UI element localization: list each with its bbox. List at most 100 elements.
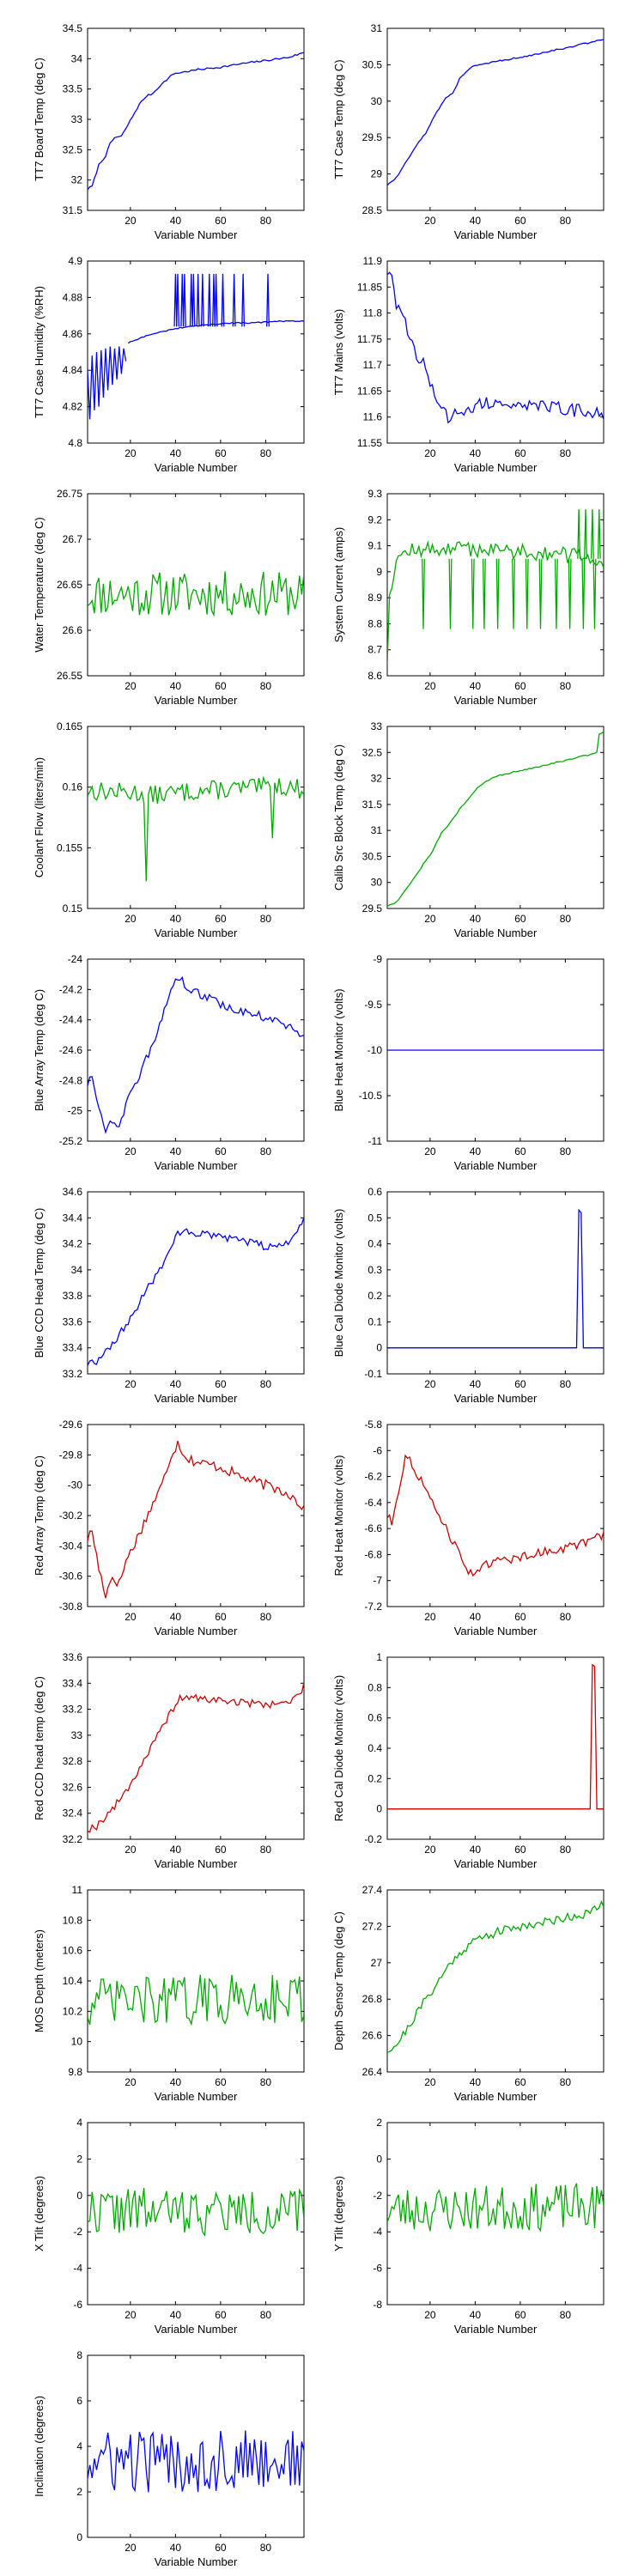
y-tick-label: 2 [76, 2486, 82, 2498]
y-tick-label: 26.75 [57, 488, 82, 500]
y-tick-label: -29.6 [59, 1419, 83, 1431]
y-tick-label: 32.5 [63, 143, 83, 155]
y-tick-label: 11.55 [357, 437, 382, 449]
plot-area [87, 1191, 305, 1375]
x-axis-label: Variable Number [155, 461, 238, 474]
chart-panel-18: 26.4 26.6 26.8 27 27.2 27.4 20 40 60 80 Variable N… [332, 1884, 605, 2103]
series-spike [495, 558, 500, 629]
series-line [88, 1440, 304, 1599]
x-tick-label: 60 [215, 680, 227, 692]
y-tick-label: 26.65 [57, 579, 82, 591]
plot-area [386, 2122, 605, 2306]
y-tick-label: 26.8 [362, 1993, 383, 2005]
chart-panel-3: 4.8 4.82 4.84 4.86 4.88 4.9 20 40 60 80 Variable N… [33, 255, 305, 474]
y-tick-label: 33 [71, 1729, 83, 1741]
y-tick-label: 33 [371, 720, 383, 732]
y-tick-label: 2 [76, 2153, 82, 2165]
y-axis-label: MOS Depth (meters) [33, 1929, 46, 2032]
chart-panel-15: 32.2 32.4 32.6 32.8 33 33.2 33.4 33.6 20 40 60 80 Va… [33, 1651, 305, 1870]
y-tick-label: -6.4 [364, 1497, 382, 1509]
y-tick-label: -2 [373, 2190, 382, 2202]
x-tick-label: 40 [170, 447, 182, 459]
y-tick-label: 11 [72, 1884, 83, 1896]
y-tick-label: 8.9 [368, 592, 382, 604]
chart-panel-1: 31.5 32 32.5 33 33.5 34 34.5 20 40 60 80 Variable N… [33, 22, 305, 241]
plot-area [87, 2354, 305, 2538]
x-tick-label: 80 [560, 1145, 572, 1157]
y-tick-label: 26.4 [362, 2066, 383, 2078]
x-axis-label: Variable Number [454, 1857, 538, 1870]
y-tick-label: 4.86 [63, 328, 83, 340]
x-tick-label: 20 [424, 215, 436, 227]
y-tick-label: 4 [76, 2440, 82, 2452]
y-tick-label: 31.5 [63, 204, 83, 216]
series-line [88, 2188, 304, 2237]
y-tick-label: 34 [71, 1264, 83, 1276]
y-axis-label: TT7 Board Temp (deg C) [33, 58, 46, 181]
y-tick-label: 10 [71, 2036, 83, 2048]
y-tick-label: 30 [371, 95, 383, 107]
chart-panel-14: -7.2 -7 -6.8 -6.6 -6.4 -6.2 -6 -5.8 20 40 60 80 Vari… [332, 1419, 605, 1637]
y-tick-label: 4.82 [63, 401, 83, 413]
y-tick-label: 0.2 [368, 1290, 382, 1302]
series-line [88, 346, 127, 420]
x-axis-label: Variable Number [155, 228, 238, 241]
y-tick-label: 0 [376, 1342, 382, 1354]
x-axis-label: Variable Number [454, 2090, 538, 2103]
y-tick-label: 30.5 [362, 58, 383, 70]
y-axis-label: TT7 Mains (volts) [332, 309, 345, 395]
y-tick-label: 8.8 [368, 617, 382, 629]
y-tick-label: -29.8 [59, 1449, 83, 1461]
chart-panel-7: 0.15 0.155 0.16 0.165 20 40 60 80 Variable Numbe… [33, 720, 305, 939]
x-tick-label: 40 [470, 1844, 482, 1856]
y-axis-label: Depth Sensor Temp (deg C) [332, 1911, 345, 2050]
series-spike [221, 273, 225, 327]
x-tick-label: 60 [514, 215, 526, 227]
series-spike [176, 273, 179, 327]
series-spike [597, 509, 601, 559]
plot-area [87, 1889, 305, 2073]
y-tick-label: -6.8 [364, 1548, 382, 1560]
y-tick-label: 2 [376, 2117, 382, 2129]
x-axis-label: Variable Number [155, 694, 238, 707]
y-tick-label: 6 [76, 2395, 82, 2407]
y-tick-label: 0.2 [368, 1772, 382, 1784]
y-tick-label: 4 [76, 2117, 82, 2129]
x-tick-label: 20 [424, 1844, 436, 1856]
x-tick-label: 60 [514, 447, 526, 459]
series-spike [182, 273, 186, 327]
y-tick-label: 34.2 [63, 1238, 83, 1250]
x-tick-label: 20 [125, 2542, 137, 2554]
series-spike [422, 558, 425, 629]
y-tick-label: 33.2 [63, 1368, 83, 1380]
chart-panel-10: -11 -10.5 -10 -9.5 -9 20 40 60 80 Variable Number… [332, 953, 605, 1172]
x-tick-label: 20 [424, 1145, 436, 1157]
plot-area [386, 1889, 605, 2073]
y-tick-label: 34.5 [63, 22, 83, 34]
x-tick-label: 40 [170, 913, 182, 925]
chart-panel-4: 11.55 11.6 11.65 11.7 11.75 11.8 11.85 11.9 20 40… [332, 255, 605, 474]
x-tick-label: 80 [260, 1145, 272, 1157]
y-tick-label: 0.155 [57, 841, 82, 854]
y-tick-label: 27 [371, 1957, 383, 1969]
y-axis-label: Blue Array Temp (deg C) [33, 989, 46, 1111]
series-spike [577, 509, 581, 559]
y-axis-label: TT7 Case Humidity (%RH) [33, 286, 46, 418]
x-tick-label: 40 [170, 2542, 182, 2554]
x-tick-label: 60 [514, 913, 526, 925]
chart-panel-19: -6 -4 -2 0 2 4 20 40 60 80 Variable Number X Tilt (… [33, 2117, 305, 2336]
x-tick-label: 40 [170, 1611, 182, 1623]
x-tick-label: 20 [424, 447, 436, 459]
y-tick-label: 8.6 [368, 670, 382, 682]
x-tick-label: 20 [424, 913, 436, 925]
x-tick-label: 40 [470, 1145, 482, 1157]
y-axis-label: Blue CCD Head Temp (deg C) [33, 1208, 46, 1358]
y-tick-label: 33.5 [63, 83, 83, 95]
x-tick-label: 80 [260, 2542, 272, 2554]
x-tick-label: 20 [424, 2076, 436, 2088]
plot-area [386, 1191, 605, 1375]
chart-panel-16: -0.2 0 0.2 0.4 0.6 0.8 1 20 40 60 80 Variable Numbe… [332, 1651, 605, 1870]
x-tick-label: 80 [560, 1611, 572, 1623]
series-line [387, 540, 604, 665]
x-tick-label: 20 [125, 2076, 137, 2088]
